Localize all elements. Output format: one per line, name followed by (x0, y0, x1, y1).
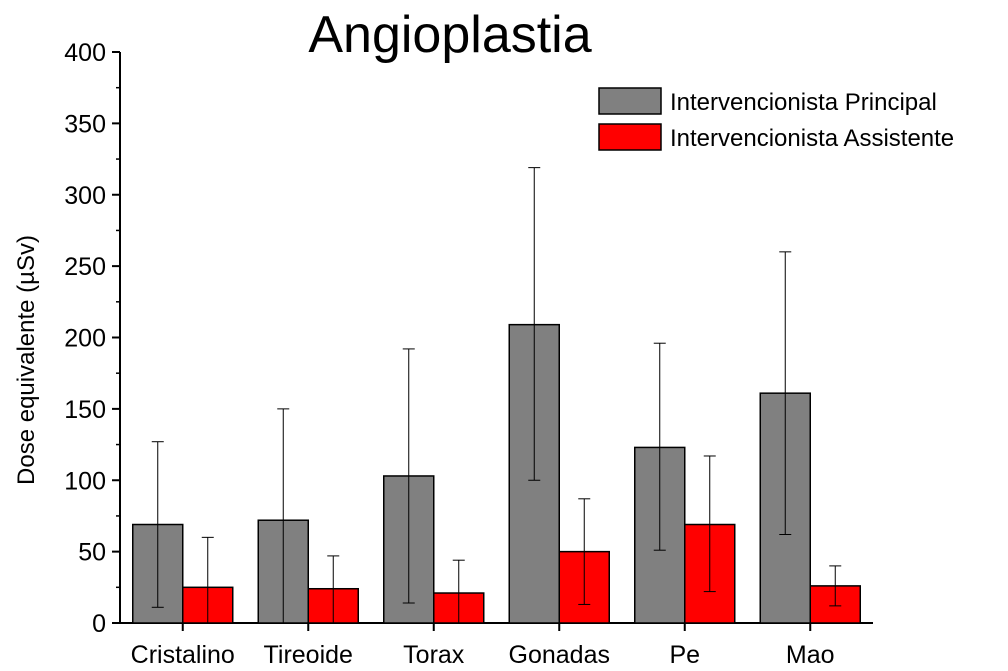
y-tick-label: 250 (64, 253, 106, 281)
y-tick-label: 350 (64, 110, 106, 138)
x-tick-label: Mao (786, 641, 835, 669)
bars (132, 323, 861, 624)
x-tick-label: Gonadas (509, 641, 610, 669)
y-tick-label: 200 (64, 325, 106, 353)
y-tick-label: 0 (92, 610, 106, 638)
chart-title: Angioplastia (308, 6, 591, 64)
legend: Intervencionista Principal Intervencioni… (598, 87, 954, 152)
legend-label-principal: Intervencionista Principal (670, 89, 937, 116)
x-tick-label: Tireoide (264, 641, 353, 669)
y-tick-label: 300 (64, 182, 106, 210)
y-tick-label: 50 (78, 539, 106, 567)
x-tick-label: Pe (669, 641, 700, 669)
y-tick-label: 150 (64, 396, 106, 424)
y-axis-label: Dose equivalente (µSv) (13, 235, 40, 485)
legend-swatch-assistente (598, 123, 662, 151)
y-tick-label: 400 (64, 39, 106, 67)
x-tick-label: Torax (403, 641, 465, 669)
error-bars (151, 167, 842, 624)
x-tick-label: Cristalino (131, 641, 235, 669)
y-tick-label: 100 (64, 467, 106, 495)
axes: 0 50 100 150 200 250 300 350 400 Cristalino Tireoi… (64, 39, 873, 669)
legend-label-assistente: Intervencionista Assistente (670, 125, 954, 152)
legend-swatch-principal (598, 87, 662, 115)
